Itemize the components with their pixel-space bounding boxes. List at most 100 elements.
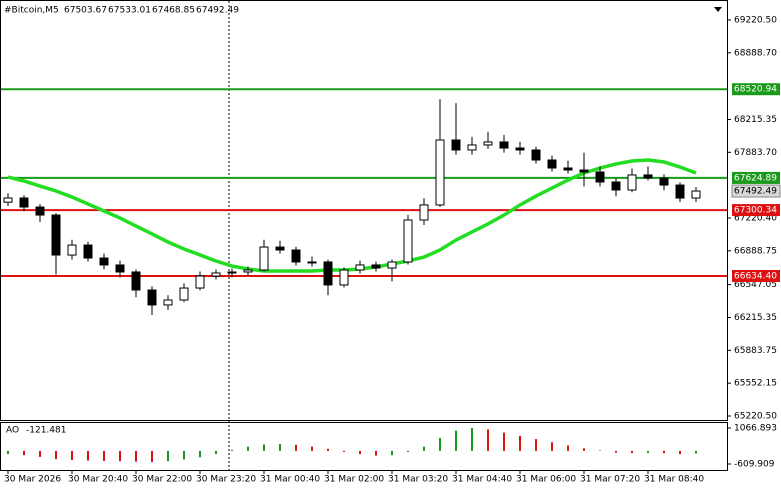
header-ohlc: 67533.01 [108, 6, 151, 16]
last-price-tag [731, 184, 781, 198]
candle-body [323, 261, 333, 286]
x-tick-label: 31 Mar 03:20 [388, 475, 448, 485]
moving-average [7, 158, 697, 273]
ao-bar [55, 450, 57, 460]
candle-body [99, 257, 109, 266]
ao-name: AO [6, 426, 19, 436]
x-tick-label: 30 Mar 22:00 [132, 475, 192, 485]
candle-body [339, 269, 349, 286]
candle-body [19, 197, 29, 208]
level-label: 66634.40 [734, 272, 777, 282]
candle-body [275, 246, 285, 251]
y-tick-label: 69220.50 [734, 15, 777, 25]
y-tick-label: 68215.35 [734, 115, 777, 125]
candle-body [291, 249, 301, 263]
plot [1, 88, 727, 316]
candle-body [83, 244, 93, 259]
candle-body [419, 204, 429, 221]
ao-bar [375, 450, 377, 456]
x-tick-label: 31 Mar 07:20 [580, 475, 640, 485]
ao-bar [439, 438, 441, 451]
y-tick-label: 65552.15 [734, 379, 777, 389]
ao-bar [135, 450, 137, 462]
ao-bar [183, 450, 185, 460]
candle-body [547, 159, 557, 169]
level-tag [732, 83, 780, 96]
menu-arrow[interactable] [714, 7, 722, 12]
ao-current: -121.481 [26, 426, 66, 436]
y-tick-label: 67883.70 [734, 148, 777, 158]
y-tick-label: 65220.50 [734, 411, 777, 421]
x-tick-label: 31 Mar 00:40 [260, 475, 320, 485]
x-tick-label: 30 Mar 2026 [4, 475, 61, 485]
header-ohlc: 67503.67 [64, 6, 107, 16]
header-ohlc: 67492.49 [196, 6, 239, 16]
candle-body [243, 269, 253, 273]
ao-bar [7, 450, 9, 455]
candle-body [179, 287, 189, 301]
ao-pane [0, 422, 728, 471]
candle-body [691, 190, 701, 199]
ao-bar [23, 450, 25, 456]
ao-bar [151, 450, 153, 463]
ao-bar [423, 446, 425, 451]
x-tick-label: 31 Mar 08:40 [644, 475, 704, 485]
candle-body [195, 275, 205, 289]
ao-bar [455, 430, 457, 451]
x-tick-label: 30 Mar 20:40 [68, 475, 128, 485]
ao-bar [279, 444, 281, 451]
candle-body [211, 272, 221, 277]
ao-bar [567, 445, 569, 451]
candle-body [643, 174, 653, 179]
ao-bar [215, 450, 217, 455]
ao-bar [631, 450, 633, 454]
ao-bar [695, 450, 697, 454]
candle-body [51, 214, 61, 256]
candle-body [483, 141, 493, 146]
ao-bar [199, 450, 201, 458]
candle-body [611, 181, 621, 191]
ao-bar [503, 432, 505, 451]
ao-bar [663, 450, 665, 454]
level-tag [732, 171, 780, 184]
ao-bar [39, 450, 41, 457]
candle-body [147, 289, 157, 306]
level-tag [732, 204, 780, 217]
chart-title: #Bitcoin,M5 [4, 6, 59, 16]
ao-bar [679, 450, 681, 455]
candle-body [67, 244, 77, 256]
ao-bar [407, 450, 409, 452]
candle-body [531, 149, 541, 161]
ao-bar [103, 450, 105, 461]
x-tick-label: 31 Mar 06:00 [516, 475, 576, 485]
ao-bar [471, 427, 473, 451]
y-tick-label: 67220.40 [734, 213, 777, 223]
ao-bar [391, 450, 393, 456]
ao-bar [247, 446, 249, 451]
level-tag [732, 270, 780, 282]
y-tick-label: 65883.75 [734, 346, 777, 356]
y-tick-label: 66547.05 [734, 280, 777, 290]
ao-bar [295, 444, 297, 451]
candle-body [227, 271, 237, 274]
candle-body [675, 184, 685, 199]
ao-bar [599, 450, 601, 451]
candle-body [563, 167, 573, 171]
ao-bar [551, 442, 553, 451]
ao-tick-label: 1066.893 [734, 423, 777, 433]
y-tick-label: 66215.35 [734, 313, 777, 323]
ao-bar [647, 450, 649, 453]
ao-bar [487, 429, 489, 451]
ao-bar [343, 450, 345, 452]
ao-bar [87, 450, 89, 461]
candle-body [307, 261, 317, 264]
candle-body [163, 299, 173, 306]
level-label: 68520.94 [734, 85, 777, 95]
candle-body [131, 271, 141, 291]
candle-body [403, 219, 413, 263]
candle-body [115, 264, 125, 273]
candle-body [627, 174, 637, 191]
ao-bar [263, 444, 265, 451]
ao-bar [71, 450, 73, 460]
